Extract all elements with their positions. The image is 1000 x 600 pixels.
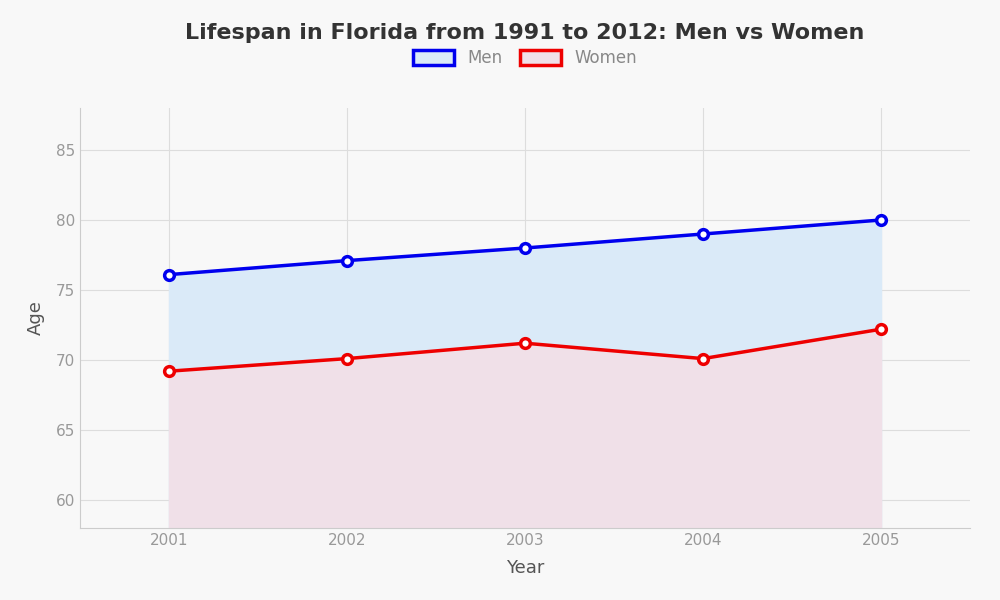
- Title: Lifespan in Florida from 1991 to 2012: Men vs Women: Lifespan in Florida from 1991 to 2012: M…: [185, 23, 865, 43]
- Legend: Men, Women: Men, Women: [404, 41, 646, 76]
- Y-axis label: Age: Age: [27, 301, 45, 335]
- X-axis label: Year: Year: [506, 559, 544, 577]
